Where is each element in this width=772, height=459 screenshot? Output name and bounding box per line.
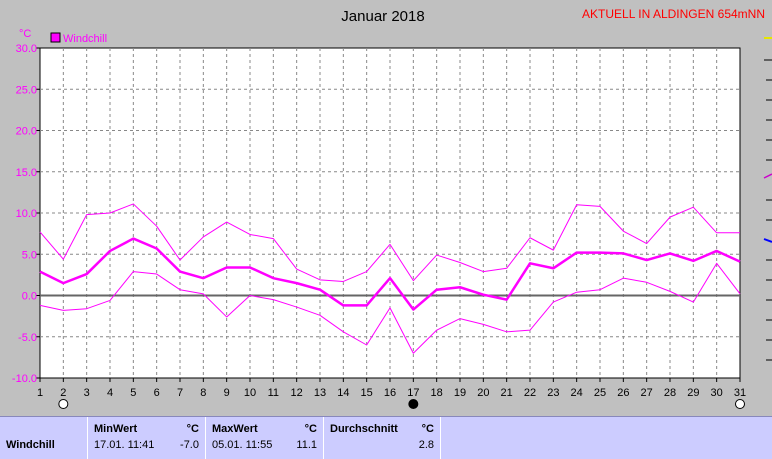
unit-label: °C — [19, 28, 31, 40]
x-tick-label: 2 — [60, 387, 66, 399]
y-tick-label: 0.0 — [22, 291, 37, 303]
station-label: AKTUELL IN ALDINGEN 654mNN — [582, 7, 765, 21]
moon-full-icon — [58, 399, 69, 409]
stats-min-cell: MinWert °C 17.01. 11:41 -7.0 — [88, 417, 206, 459]
x-tick-label: 12 — [291, 387, 303, 399]
x-tick-label: 25 — [594, 387, 606, 399]
legend-label: Windchill — [63, 33, 107, 45]
stats-bar: Windchill MinWert °C 17.01. 11:41 -7.0 M… — [0, 416, 772, 459]
series-line-max — [39, 203, 740, 282]
x-tick-label: 6 — [154, 387, 160, 399]
x-tick-label: 19 — [454, 387, 466, 399]
x-axis: 1 2 3 4 5 6 7 8 9 10 11 12 13 14 15 16 17 18 19 20 21 22 23 24 2… — [37, 378, 746, 399]
moon-markers — [58, 399, 745, 409]
x-tick-label: 28 — [664, 387, 676, 399]
series-line-min — [39, 262, 741, 354]
y-tick-label: 5.0 — [22, 249, 37, 261]
x-tick-label: 16 — [384, 387, 396, 399]
y-tick-label: -10.0 — [12, 373, 37, 385]
series-lines — [39, 203, 741, 354]
x-tick-label: 24 — [571, 387, 583, 399]
legend-swatch — [50, 32, 61, 43]
y-tick-label: -5.0 — [18, 332, 37, 344]
y-tick-label: 15.0 — [16, 167, 37, 179]
max-header: MaxWert — [212, 423, 258, 435]
x-tick-label: 23 — [547, 387, 559, 399]
stats-avg-cell: Durchschnitt °C 2.8 — [324, 417, 441, 459]
x-tick-label: 7 — [177, 387, 183, 399]
max-value: 11.1 — [296, 439, 317, 451]
x-tick-label: 9 — [224, 387, 230, 399]
x-tick-label: 5 — [130, 387, 136, 399]
max-date: 05.01. 11:55 — [212, 439, 273, 451]
x-tick-label: 3 — [84, 387, 90, 399]
moon-new-icon — [408, 399, 419, 409]
x-tick-label: 26 — [617, 387, 629, 399]
min-unit: °C — [186, 423, 199, 435]
x-tick-label: 29 — [687, 387, 699, 399]
chart-title: Januar 2018 — [341, 8, 424, 25]
x-tick-label: 15 — [361, 387, 373, 399]
x-tick-label: 17 — [407, 387, 419, 399]
max-unit: °C — [304, 423, 317, 435]
x-tick-label: 18 — [431, 387, 443, 399]
x-tick-label: 10 — [244, 387, 256, 399]
x-tick-label: 8 — [200, 387, 206, 399]
min-date: 17.01. 11:41 — [94, 439, 155, 451]
avg-value: 2.8 — [418, 439, 434, 451]
x-tick-label: 11 — [268, 387, 279, 399]
y-tick-label: 20.0 — [16, 126, 37, 138]
avg-unit: °C — [421, 423, 434, 435]
y-tick-label: 10.0 — [16, 208, 37, 220]
min-header: MinWert — [94, 423, 138, 435]
stats-label-cell: Windchill — [0, 417, 88, 459]
x-tick-label: 22 — [524, 387, 536, 399]
x-tick-label: 14 — [337, 387, 349, 399]
series-line-mean — [39, 237, 741, 311]
y-tick-label: 25.0 — [16, 84, 37, 96]
stats-max-cell: MaxWert °C 05.01. 11:55 11.1 — [206, 417, 324, 459]
x-tick-label: 21 — [501, 387, 513, 399]
moon-full-icon — [735, 399, 745, 409]
stats-row-label: Windchill — [6, 439, 55, 451]
y-axis: 30.0 25.0 20.0 15.0 10.0 5.0 0.0 -5.0 -10.0 — [12, 43, 40, 385]
x-tick-label: 20 — [477, 387, 489, 399]
right-edge-marks — [763, 37, 772, 361]
x-tick-label: 27 — [641, 387, 653, 399]
x-tick-label: 1 — [37, 387, 43, 399]
x-tick-label: 31 — [734, 387, 746, 399]
min-value: -7.0 — [180, 439, 199, 451]
x-tick-label: 30 — [711, 387, 723, 399]
x-tick-label: 13 — [314, 387, 326, 399]
avg-header: Durchschnitt — [330, 423, 398, 435]
x-tick-label: 4 — [107, 387, 113, 399]
y-tick-label: 30.0 — [16, 43, 37, 55]
